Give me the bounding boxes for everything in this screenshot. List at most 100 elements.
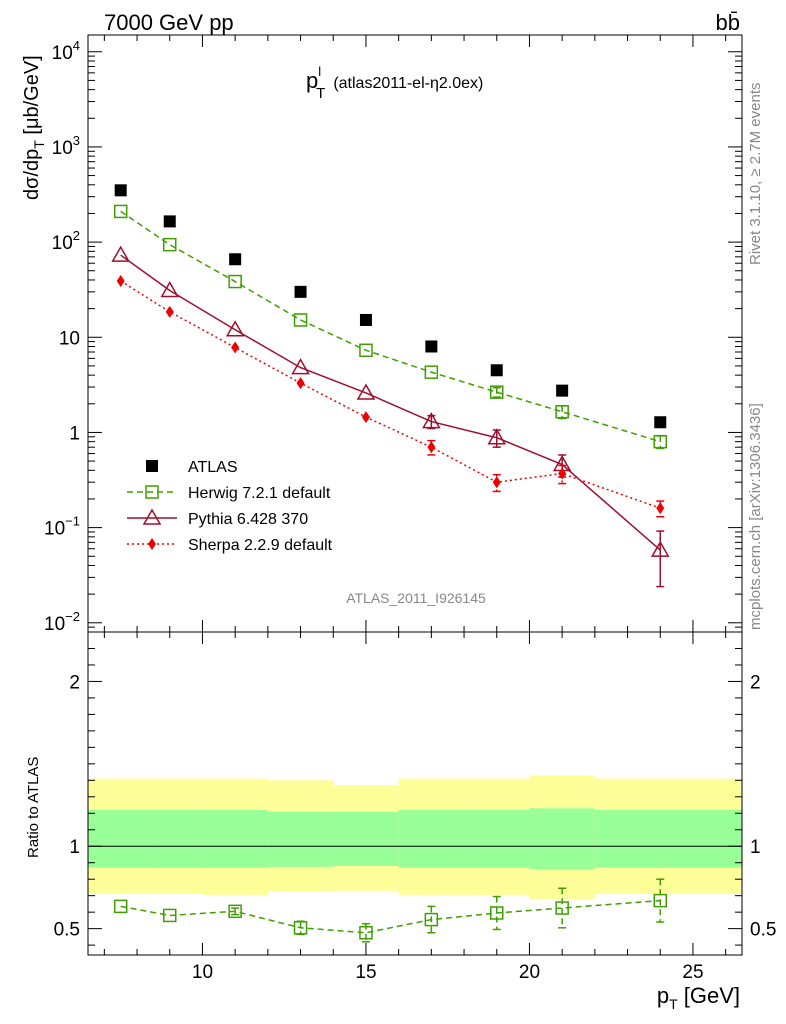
ratio-series-herwig-7-2-1-default-point — [293, 921, 308, 935]
rivet-label: Rivet 3.1.10, ≥ 2.7M events — [747, 83, 764, 266]
ratio-band-green — [202, 809, 268, 868]
y-tick-label: 10−1 — [44, 514, 80, 540]
ratio-band-green — [594, 809, 742, 868]
y-tick-label: 1 — [69, 423, 80, 444]
ratio-series-herwig-7-2-1-default-point — [113, 899, 128, 914]
series-herwig-7-2-1-default-point — [293, 313, 308, 327]
y-tick-label: 10 — [59, 328, 80, 349]
series-herwig-7-2-1-default-point — [163, 237, 177, 252]
ratio-band-green — [398, 809, 465, 868]
main-plot: 10−2 10−1 1 10 102 103 104 ATLAS Herwig 7.2.1 de… — [44, 34, 743, 955]
legend-item-sherpa-2-2-9-default: Sherpa 2.2.9 default — [127, 537, 333, 554]
ratio-series-herwig-7-2-1-default-point — [424, 912, 439, 927]
series-pythia-6-428-370-point — [291, 358, 310, 375]
series-atlas-point — [425, 340, 438, 353]
ratio-y-tick-label-right: 0.5 — [750, 920, 776, 941]
ratio-band-green — [464, 809, 530, 868]
series-herwig-7-2-1-default-line — [120, 210, 661, 443]
series-pythia-6-428-370-line — [120, 254, 661, 551]
x-tick-label: 10 — [192, 962, 213, 983]
ratio-series-herwig-7-2-1-default-point — [490, 906, 504, 920]
ratio-series-herwig-7-2-1-default-point — [555, 901, 569, 915]
series-atlas-point — [294, 285, 307, 298]
ratio-series-herwig-7-2-1-default-point — [163, 908, 177, 923]
ratio-y-tick-label-right: 1 — [750, 837, 761, 858]
series-herwig-7-2-1-default-point — [424, 365, 439, 379]
series-sherpa-2-2-9-default-point — [116, 275, 125, 288]
series-herwig-7-2-1-default-point — [653, 434, 667, 449]
legend-label: ATLAS — [188, 459, 238, 476]
legend-marker — [145, 485, 159, 499]
series-atlas-point — [114, 184, 127, 197]
legend-marker — [148, 538, 156, 550]
series-pythia-6-428-370-point — [225, 320, 245, 337]
series-pythia-6-428-370-point — [487, 428, 507, 445]
ratio-band-green — [153, 809, 203, 868]
ratio-y-tick-label: 1 — [69, 837, 80, 858]
plot-title: pl T (atlas2011-el-η2.0ex) — [306, 64, 483, 102]
series-sherpa-2-2-9-default-point — [656, 502, 665, 515]
series-pythia-6-428-370-point — [160, 280, 180, 298]
plot-title-tag: (atlas2011-el-η2.0ex) — [333, 75, 483, 92]
series-atlas-point — [654, 416, 667, 429]
x-tick-label: 25 — [682, 962, 703, 983]
y-tick-label: 102 — [52, 228, 80, 254]
mcplots-label: mcplots.cern.ch [arXiv:1306.3436] — [747, 403, 764, 630]
series-herwig-7-2-1-default-point — [555, 404, 569, 419]
plot-title-main: p — [306, 68, 318, 93]
x-tick-label: 20 — [519, 962, 540, 983]
ratio-band-green — [267, 811, 334, 867]
legend-label: Sherpa 2.2.9 default — [188, 537, 333, 554]
series-pythia-6-428-370-point — [356, 383, 376, 400]
series-sherpa-2-2-9-default-point — [361, 411, 370, 424]
ratio-ylabel: Ratio to ATLAS — [25, 757, 42, 858]
ratio-series-herwig-7-2-1-default-point — [653, 893, 667, 908]
legend-item-pythia-6-428-370: Pythia 6.428 370 — [127, 508, 308, 528]
series-sherpa-2-2-9-default-point — [231, 341, 240, 354]
series-atlas-point — [163, 215, 176, 228]
legend-marker — [146, 460, 158, 472]
ratio-series-herwig-7-2-1-default-point — [359, 926, 373, 940]
main-ylabel: dσ/dpT [μb/GeV] — [21, 55, 47, 200]
legend-item-herwig-7-2-1-default: Herwig 7.2.1 default — [127, 485, 331, 502]
series-herwig-7-2-1-default-point — [228, 274, 242, 289]
energy-label: 7000 GeV pp — [104, 10, 234, 35]
series-sherpa-2-2-9-default-point — [296, 377, 305, 390]
series-sherpa-2-2-9-default-point — [558, 467, 567, 480]
legend-item-atlas: ATLAS — [146, 459, 238, 476]
analysis-label: ATLAS_2011_I926145 — [346, 590, 486, 606]
y-tick-label: 103 — [52, 133, 80, 159]
series-pythia-6-428-370-point — [422, 412, 441, 429]
process-label: bb̄ — [716, 10, 740, 35]
series-atlas-point — [229, 253, 242, 266]
ratio-band-green — [88, 809, 154, 868]
series-sherpa-2-2-9-default-point — [165, 305, 174, 318]
legend-label: Pythia 6.428 370 — [188, 511, 308, 528]
ratio-y-tick-label-right: 2 — [750, 672, 761, 693]
series-herwig-7-2-1-default-point — [490, 385, 504, 399]
main-frame — [87, 34, 743, 633]
series-sherpa-2-2-9-default-point — [492, 476, 501, 489]
x-tick-label: 15 — [355, 962, 376, 983]
xlabel: pT [GeV] — [657, 983, 740, 1012]
series-pythia-6-428-370-point — [650, 540, 670, 557]
y-tick-label: 104 — [52, 38, 80, 64]
ratio-y-tick-label: 0.5 — [54, 920, 80, 941]
legend: ATLAS Herwig 7.2.1 default Pythia 6.428 37… — [127, 459, 333, 554]
ratio-band-green — [529, 808, 595, 870]
plot-title-sub: T — [316, 85, 325, 102]
plot-title-sup: l — [318, 64, 321, 79]
series-sherpa-2-2-9-default-point — [427, 441, 436, 454]
y-tick-label: 10−2 — [44, 609, 80, 635]
series-atlas-point — [556, 384, 569, 397]
legend-label: Herwig 7.2.1 default — [188, 485, 331, 502]
series-atlas-point — [490, 364, 503, 377]
ratio-y-tick-label: 2 — [69, 672, 80, 693]
ratio-plot: 10 15 20 25 0.5 0.5 1 1 2 2 — [54, 631, 776, 983]
legend-marker — [142, 508, 162, 525]
ratio-band-green — [333, 811, 399, 867]
ratio-series-herwig-7-2-1-default-point — [228, 904, 242, 919]
ratio-frame — [87, 631, 743, 956]
series-herwig-7-2-1-default-point — [113, 204, 128, 219]
